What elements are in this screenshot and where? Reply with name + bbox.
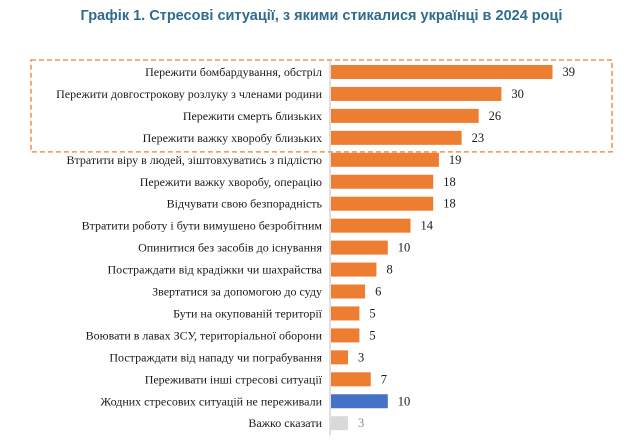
category-label: Відчувати свою безпорадність [167,197,323,211]
category-label: Постраждати від крадіжки чи шахрайства [107,263,322,277]
bar [331,130,462,145]
category-label: Переживати інші стресові ситуації [145,372,323,386]
value-label: 18 [443,197,456,211]
bar [331,262,377,277]
category-label: Важко сказати [248,416,322,430]
value-label: 18 [443,175,456,189]
value-label: 26 [489,109,502,123]
bar [331,152,439,167]
bar [331,372,371,387]
value-label: 10 [398,241,411,255]
value-label: 30 [511,87,524,101]
category-label: Бути на окупованій території [173,306,323,320]
category-label: Постраждати від нападу чи пограбування [109,350,322,364]
bar [331,174,434,189]
bar [331,394,388,409]
category-label: Воювати в лавах ЗСУ, територіальної обор… [86,328,323,342]
highlight-frame [30,59,613,153]
category-label: Втратити роботу і бути вимушено безробіт… [82,219,323,233]
value-label: 7 [381,372,387,386]
value-label: 6 [375,285,381,299]
value-label: 10 [398,394,411,408]
bar [331,218,411,233]
bar [331,328,360,343]
value-label: 14 [421,219,434,233]
bar [331,350,349,365]
bar [331,284,366,299]
chart-title: Графік 1. Стресові ситуації, з якими сти… [80,8,563,24]
category-label: Пережити довгострокову розлуку з членами… [56,87,322,101]
category-label: Пережити важку хворобу близьких [143,131,322,145]
bar [331,196,434,211]
category-label: Пережити смерть близьких [183,109,322,123]
category-label: Пережити важку хворобу, операцію [140,175,322,189]
bar [331,416,349,431]
value-label: 3 [358,350,364,364]
value-label: 19 [449,153,462,167]
category-label: Опинитися без засобів до існування [138,241,322,255]
category-label: Звертатися за допомогою до суду [152,285,322,299]
bar [331,86,502,101]
bar [331,240,388,255]
bar [331,65,553,79]
bar [331,108,479,123]
category-label: Втратити віру в людей, зіштовхуватись з … [66,153,322,167]
value-label: 39 [563,65,576,79]
value-label: 5 [369,328,375,342]
category-label: Пережити бомбардування, обстріл [145,65,322,79]
value-label: 5 [369,306,375,320]
value-label: 8 [386,263,392,277]
value-label: 23 [472,131,485,145]
bar [331,306,360,321]
category-label: Жодних стресових ситуацій не переживали [100,394,322,408]
value-label: 3 [358,416,364,430]
